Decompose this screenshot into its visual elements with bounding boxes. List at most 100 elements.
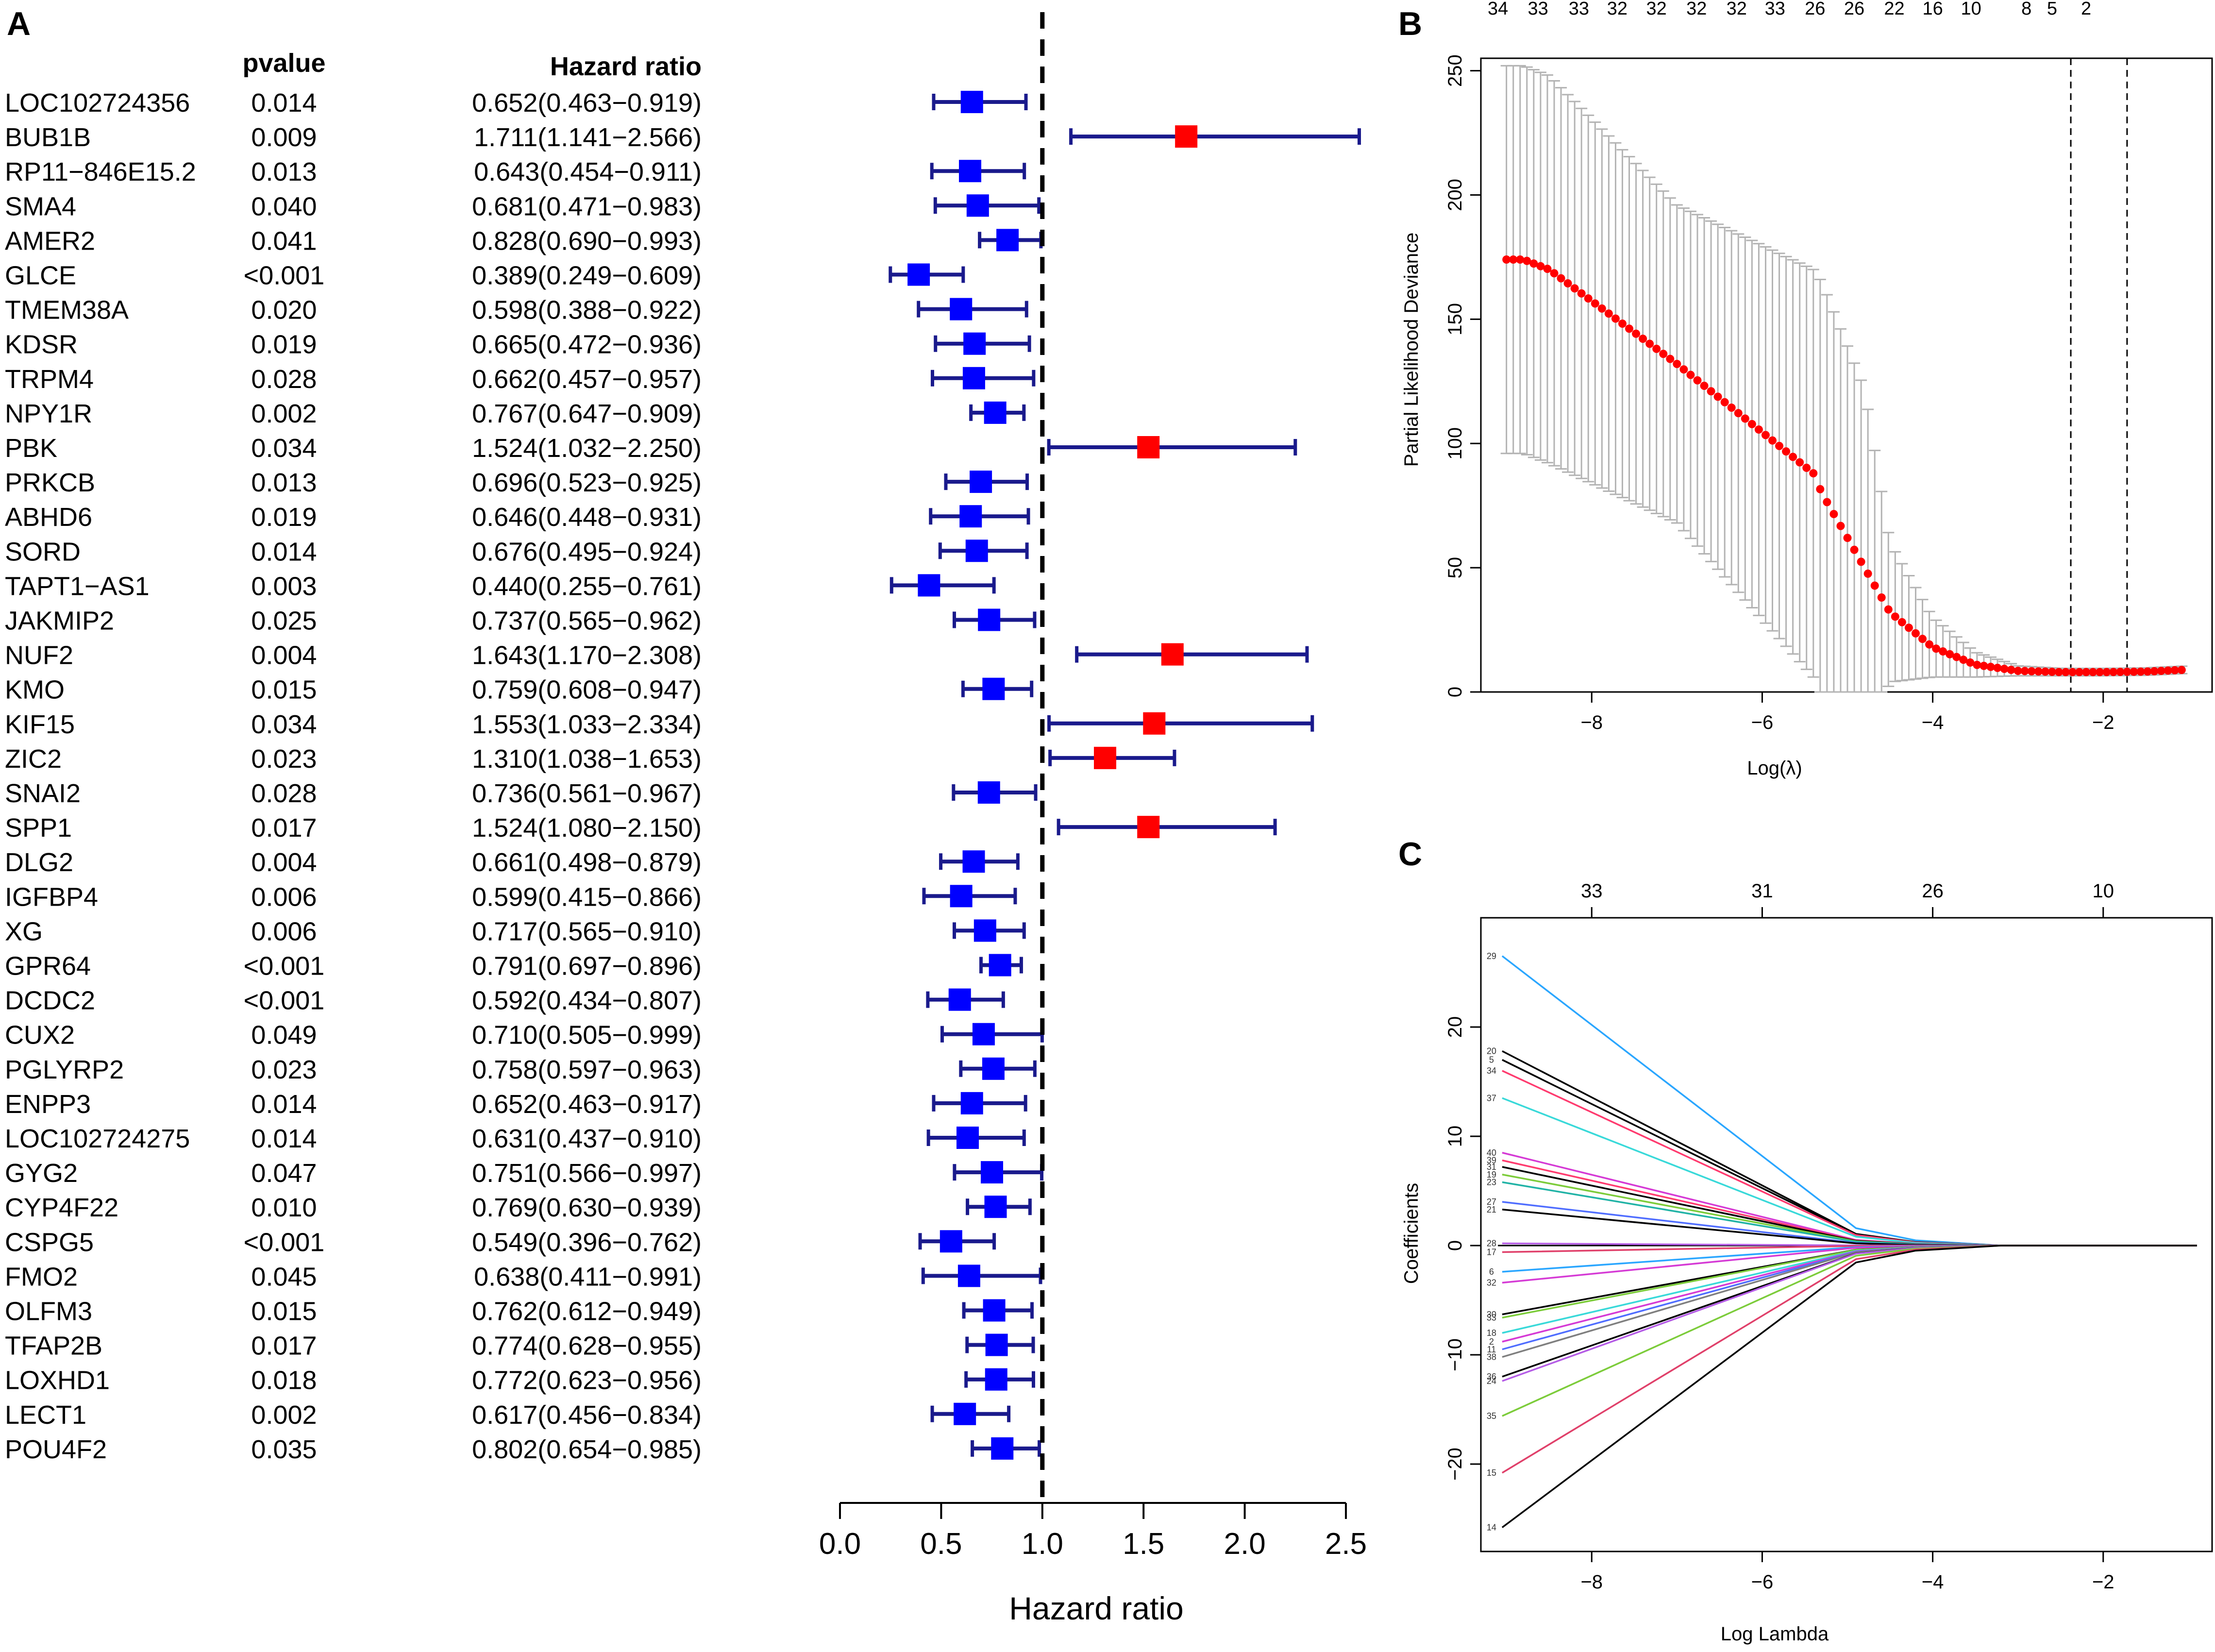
cv-deviance-point (1570, 284, 1579, 293)
pvalue-label: 0.014 (251, 537, 317, 566)
forest-row: POU4F2 0.035 0.802(0.654−0.985) (5, 1435, 1041, 1464)
cv-deviance-point (1597, 304, 1606, 313)
forest-x-tick-label: 1.5 (1123, 1527, 1164, 1561)
cv-deviance-point (1925, 640, 1934, 649)
gene-label: TRPM4 (5, 365, 94, 394)
hazard-ratio-label: 0.652(0.463−0.917) (472, 1090, 702, 1119)
hazard-ratio-marker (1143, 712, 1166, 735)
gene-label: DLG2 (5, 848, 73, 877)
cv-top-axis-label: 2 (2081, 0, 2091, 19)
panel-label-b: B (1398, 5, 1422, 42)
pvalue-label: 0.013 (251, 468, 317, 497)
forest-row: RP11−846E15.2 0.013 0.643(0.454−0.911) (5, 157, 1026, 186)
coefficient-path-label: 17 (1487, 1247, 1496, 1257)
hazard-ratio-label: 0.599(0.415−0.866) (472, 882, 702, 911)
forest-row: JAKMIP2 0.025 0.737(0.565−0.962) (5, 607, 1037, 636)
pvalue-label: 0.047 (251, 1159, 317, 1188)
coefficient-path-label: 24 (1487, 1376, 1496, 1386)
cv-deviance-point (1550, 269, 1559, 278)
hazard-ratio-marker (940, 1230, 962, 1253)
cv-deviance-point (1870, 581, 1879, 590)
forest-x-tick-label: 2.0 (1224, 1527, 1265, 1561)
cv-top-axis-label: 32 (1686, 0, 1707, 19)
cv-deviance-point (1673, 359, 1681, 368)
pvalue-label: 0.014 (251, 88, 317, 118)
forest-row: SMA4 0.040 0.681(0.471−0.983) (5, 192, 1041, 221)
hazard-ratio-marker (981, 1161, 1004, 1184)
cv-deviance-point (2109, 668, 2118, 676)
coefficient-path-label: 30 (1487, 1310, 1496, 1319)
cv-top-axis-label: 34 (1488, 0, 1508, 19)
cv-deviance-point (1557, 274, 1565, 283)
cv-top-axis-label: 10 (1961, 0, 1981, 19)
hazard-ratio-label: 0.762(0.612−0.949) (472, 1297, 702, 1326)
pvalue-label: 0.006 (251, 882, 317, 911)
pvalue-label: 0.028 (251, 779, 317, 808)
cv-top-axis-label: 32 (1607, 0, 1628, 19)
gene-label: CYP4F22 (5, 1193, 118, 1222)
gene-label: NPY1R (5, 399, 92, 428)
pvalue-label: 0.004 (251, 641, 317, 670)
coefficient-path-label: 29 (1487, 951, 1496, 961)
cv-deviance-point (1645, 339, 1654, 348)
pvalue-label: <0.001 (244, 986, 325, 1015)
forest-row: KIF15 0.034 1.553(1.033−2.334) (5, 710, 1314, 739)
coef-y-tick-label: −10 (1444, 1338, 1466, 1371)
hazard-ratio-label: 0.681(0.471−0.983) (472, 192, 702, 221)
gene-label: ENPP3 (5, 1090, 91, 1119)
cv-deviance-point (1823, 498, 1831, 506)
pvalue-label: 0.035 (251, 1435, 317, 1464)
cv-deviance-point (2014, 667, 2022, 675)
pvalue-label: 0.017 (251, 813, 317, 843)
coefficient-path-label: 15 (1487, 1468, 1496, 1478)
hazard-ratio-marker (973, 919, 996, 942)
coef-y-tick-label: −20 (1444, 1448, 1466, 1481)
pvalue-header: pvalue (242, 49, 325, 78)
cv-y-tick-label: 0 (1444, 687, 1466, 697)
cv-deviance-point (1747, 420, 1756, 428)
cv-deviance-point (2136, 667, 2145, 676)
cv-x-tick-label: −2 (2092, 712, 2114, 733)
coefficient-path-label: 38 (1487, 1352, 1496, 1362)
cv-deviance-point (1741, 414, 1749, 423)
hazard-ratio-marker (982, 677, 1005, 700)
coef-x-tick-label: −8 (1580, 1571, 1603, 1593)
pvalue-label: <0.001 (244, 1228, 325, 1257)
gene-label: LOC102724356 (5, 88, 190, 118)
hazard-ratio-label: 0.549(0.396−0.762) (472, 1228, 702, 1257)
cv-deviance-point (1761, 431, 1770, 439)
hazard-ratio-marker (1137, 816, 1160, 839)
hazard-ratio-marker (1094, 746, 1117, 769)
hazard-ratio-label: 0.440(0.255−0.761) (472, 572, 702, 601)
hazard-ratio-label: 0.652(0.463−0.919) (472, 88, 702, 118)
coefficient-path (1502, 1245, 2197, 1382)
pvalue-label: 0.002 (251, 399, 317, 428)
coef-y-tick-label: 10 (1444, 1126, 1466, 1147)
coef-y-tick-label: 0 (1444, 1240, 1466, 1251)
gene-label: POU4F2 (5, 1435, 107, 1464)
hazard-ratio-marker (957, 1264, 980, 1287)
hazard-ratio-label: 0.791(0.697−0.896) (472, 952, 702, 981)
cv-deviance-point (1536, 262, 1545, 270)
cv-deviance-point (1809, 469, 1818, 478)
coefficient-path-label: 19 (1487, 1170, 1496, 1180)
cv-deviance-point (2054, 668, 2063, 676)
gene-label: XG (5, 917, 43, 946)
hazard-ratio-label: 1.310(1.038−1.653) (472, 744, 702, 774)
pvalue-label: 0.023 (251, 744, 317, 774)
hazard-ratio-label: 0.617(0.456−0.834) (472, 1400, 702, 1430)
cv-deviance-point (2102, 668, 2111, 676)
forest-row: PBK 0.034 1.524(1.032−2.250) (5, 434, 1297, 463)
cv-deviance-point (1829, 510, 1838, 519)
cv-y-tick-label: 50 (1444, 557, 1466, 579)
hazard-ratio-marker (962, 367, 985, 389)
cv-deviance-point (2020, 667, 2029, 675)
coef-top-axis-label: 31 (1751, 880, 1773, 902)
forest-row: TMEM38A 0.020 0.598(0.388−0.922) (5, 296, 1028, 325)
coefficient-path-label: 40 (1487, 1148, 1496, 1158)
pvalue-label: 0.003 (251, 572, 317, 601)
coefficient-path-label: 11 (1487, 1345, 1496, 1354)
cv-deviance-point (2177, 666, 2186, 674)
pvalue-label: 0.017 (251, 1332, 317, 1361)
gene-label: TMEM38A (5, 296, 129, 325)
